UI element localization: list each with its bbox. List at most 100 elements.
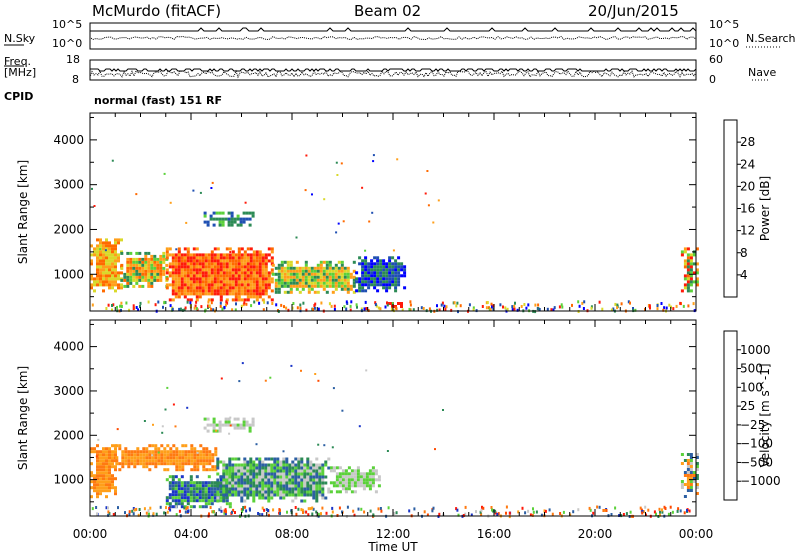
scatter-cell (475, 510, 477, 514)
heatmap-cell (689, 471, 693, 474)
heatmap-cell (189, 289, 193, 293)
x-tick-label: 12:00 (376, 527, 411, 541)
heatmap-cell (312, 487, 316, 491)
heatmap-cell (201, 253, 205, 257)
heatmap-cell (240, 283, 244, 287)
heatmap-cell (297, 484, 301, 488)
scatter-cell (688, 509, 691, 513)
heatmap-cell (174, 280, 178, 284)
heatmap-cell (132, 284, 136, 288)
heatmap-cell (264, 481, 268, 485)
heatmap-cell (207, 496, 211, 500)
sparse-cell (282, 450, 285, 453)
heatmap-cell (249, 484, 253, 488)
heatmap-cell (169, 447, 173, 451)
heatmap-cell (264, 268, 268, 272)
heatmap-cell (695, 283, 699, 287)
heatmap-cell (267, 259, 271, 263)
heatmap-cell (212, 211, 216, 215)
nave-tick-bottom: 0 (709, 73, 716, 86)
x-tick-label: 20:00 (578, 527, 613, 541)
heatmap-cell (165, 499, 169, 503)
scatter-cell (520, 305, 523, 308)
heatmap-cell (225, 253, 229, 257)
heatmap-cell (362, 487, 366, 491)
heatmap-cell (96, 462, 99, 466)
heatmap-cell (142, 465, 146, 469)
heatmap-cell (686, 262, 690, 266)
heatmap-cell (135, 272, 139, 276)
heatmap-cell (695, 277, 699, 281)
scatter-cell (261, 506, 264, 510)
scatter-cell (243, 301, 246, 305)
heatmap-cell (692, 280, 696, 284)
heatmap-cell (126, 251, 130, 255)
colorbar-frame (723, 119, 738, 298)
sparse-cell (166, 386, 169, 389)
heatmap-cell (172, 462, 176, 466)
heatmap-cell (144, 257, 148, 261)
heatmap-cell (96, 253, 99, 257)
heatmap-cell (270, 496, 274, 500)
heatmap-cell (111, 486, 114, 490)
scatter-cell (333, 307, 336, 311)
heatmap-cell (99, 274, 102, 278)
scatter-cell (525, 306, 528, 310)
heatmap-cell (126, 266, 130, 270)
heatmap-cell (686, 277, 690, 281)
heatmap-cell (689, 486, 693, 489)
heatmap-cell (695, 486, 699, 489)
heatmap-cell (368, 484, 372, 488)
scatter-cell (350, 300, 353, 304)
heatmap-cell (316, 275, 320, 279)
heatmap-cell (198, 265, 202, 269)
scatter-cell (408, 509, 411, 513)
heatmap-cell (135, 251, 139, 255)
heatmap-cell (198, 493, 202, 497)
heatmap-cell (175, 465, 179, 469)
heatmap-cell (251, 417, 255, 421)
heatmap-cell (117, 238, 120, 242)
scatter-cell (497, 512, 500, 516)
sparse-cell (157, 451, 160, 454)
scatter-cell (377, 306, 380, 310)
heatmap-cell (174, 475, 178, 479)
scatter-cell (135, 306, 138, 309)
heatmap-cell (264, 289, 268, 293)
heatmap-cell (198, 259, 202, 263)
heatmap-cell (108, 456, 111, 460)
heatmap-cell (132, 275, 136, 279)
heatmap-cell (379, 274, 383, 278)
heatmap-cell (231, 475, 235, 479)
heatmap-cell (267, 280, 271, 284)
heatmap-cell (117, 271, 120, 275)
heatmap-cell (328, 272, 332, 276)
heatmap-cell (322, 260, 326, 264)
heatmap-cell (252, 265, 256, 269)
heatmap-cell (242, 426, 246, 430)
heatmap-cell (258, 490, 262, 494)
heatmap-cell (252, 280, 256, 284)
heatmap-cell (300, 460, 304, 464)
sparse-cell (368, 220, 371, 223)
heatmap-cell (228, 262, 232, 266)
heatmap-cell (276, 457, 280, 461)
heatmap-cell (111, 465, 114, 469)
heatmap-cell (230, 217, 234, 221)
heatmap-cell (249, 463, 253, 467)
heatmap-cell (99, 462, 102, 466)
heatmap-cell (138, 263, 142, 267)
heatmap-cell (178, 450, 182, 454)
heatmap-cell (277, 266, 281, 270)
heatmap-cell (224, 420, 228, 424)
heatmap-cell (165, 263, 169, 267)
heatmap-cell (394, 259, 398, 263)
heatmap-cell (373, 274, 377, 278)
heatmap-cell (273, 484, 277, 488)
heatmap-cell (282, 487, 286, 491)
heatmap-cell (288, 481, 292, 485)
heatmap-cell (177, 265, 181, 269)
heatmap-cell (172, 456, 176, 460)
heatmap-cell (184, 459, 188, 463)
scatter-cell (559, 512, 562, 515)
